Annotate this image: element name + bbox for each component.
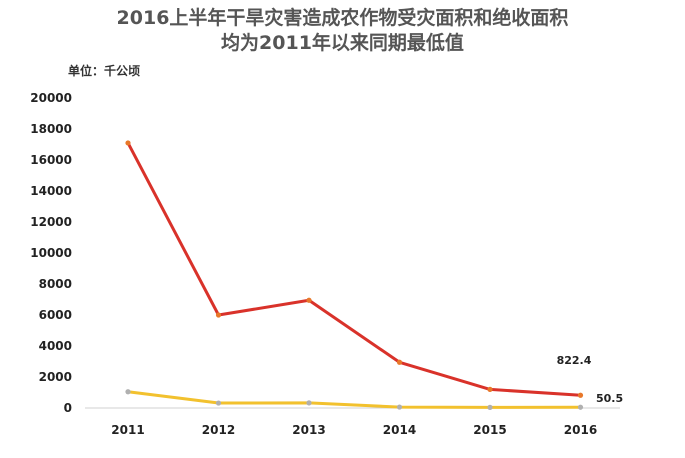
series-2-point xyxy=(396,404,403,410)
chart-title: 2016上半年干旱灾害造成农作物受灾面积和绝收面积 均为2011年以来同期最低值 xyxy=(0,6,685,56)
y-tick-label: 2000 xyxy=(39,370,72,384)
series-1-end-label: 822.4 xyxy=(557,354,592,367)
y-tick-label: 0 xyxy=(64,401,72,415)
x-tick-label: 2011 xyxy=(111,423,144,437)
chart-title-line-2: 均为2011年以来同期最低值 xyxy=(221,32,464,54)
y-tick-label: 8000 xyxy=(39,277,72,291)
x-axis-labels: 2011 2012 2013 2014 2015 2016 xyxy=(111,423,597,437)
x-tick-label: 2016 xyxy=(564,423,597,437)
series-1-point xyxy=(215,312,222,318)
x-tick-label: 2012 xyxy=(202,423,235,437)
series-2-end-label: 50.5 xyxy=(596,392,623,405)
y-tick-label: 12000 xyxy=(30,215,72,229)
y-tick-label: 16000 xyxy=(30,153,72,167)
y-tick-label: 10000 xyxy=(30,246,72,260)
series-1-line xyxy=(126,142,581,397)
series-markers xyxy=(125,140,584,410)
series-1-point xyxy=(487,386,493,392)
y-axis-labels: 2000018000160001400012000100008000600040… xyxy=(30,91,72,415)
y-tick-label: 20000 xyxy=(30,91,72,105)
series-1-point xyxy=(396,359,403,365)
series-1-point xyxy=(125,140,131,146)
x-tick-label: 2014 xyxy=(383,423,416,437)
unit-label: 单位：千公顷 xyxy=(68,64,141,78)
series-lines xyxy=(126,142,581,409)
series-2-point xyxy=(306,400,312,406)
x-tick-label: 2013 xyxy=(292,423,325,437)
series-2-point xyxy=(487,404,493,410)
series-2-point xyxy=(215,400,222,406)
chart-title-line-1: 2016上半年干旱灾害造成农作物受灾面积和绝收面积 xyxy=(116,7,569,29)
series-2-point xyxy=(577,404,584,410)
series-1-point xyxy=(306,297,312,303)
x-tick-label: 2015 xyxy=(473,423,506,437)
series-2-point xyxy=(125,389,131,395)
series-2-line xyxy=(127,390,581,409)
data-labels: 822.4 50.5 xyxy=(557,354,624,405)
y-tick-label: 6000 xyxy=(39,308,72,322)
series-1-point xyxy=(577,392,584,398)
y-tick-label: 14000 xyxy=(30,184,72,198)
y-tick-label: 4000 xyxy=(39,339,72,353)
y-tick-label: 18000 xyxy=(30,122,72,136)
